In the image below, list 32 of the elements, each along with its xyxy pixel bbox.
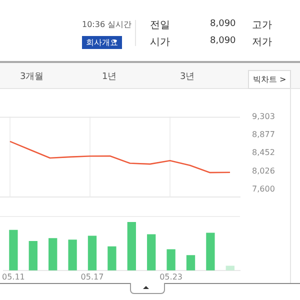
bar xyxy=(88,236,97,270)
text: 8,090 xyxy=(210,19,236,29)
bar xyxy=(68,240,77,270)
bar xyxy=(48,238,58,270)
bar xyxy=(166,249,176,270)
bar xyxy=(206,232,215,270)
bar xyxy=(9,230,18,270)
text: 3개월 xyxy=(20,71,44,83)
bar xyxy=(28,241,38,270)
text: 시가 xyxy=(150,36,170,49)
text: 전일 xyxy=(150,19,170,32)
bar xyxy=(186,255,196,270)
text: 빅차트 > xyxy=(248,70,292,89)
text: 회사개요 xyxy=(82,36,122,49)
text: 고가 xyxy=(252,19,272,32)
y-tick-label: 8,026 xyxy=(252,166,275,176)
bar xyxy=(226,266,234,270)
x-tick-label: 05.23 xyxy=(160,272,183,282)
text: 3년 xyxy=(180,71,195,83)
y-tick-label: 8,452 xyxy=(252,148,275,158)
x-tick-label: 05.17 xyxy=(80,272,104,282)
y-tick-label: 9,303 xyxy=(252,112,275,121)
text: 10:36 실시간 xyxy=(82,19,132,30)
y-tick-label: 8,877 xyxy=(252,130,275,140)
bar xyxy=(127,222,136,270)
text: 8,090 xyxy=(210,36,236,46)
bar xyxy=(147,234,156,270)
bar xyxy=(108,246,116,270)
y-tick-label: 7,600 xyxy=(252,184,275,194)
x-tick-label: 05.11 xyxy=(2,272,25,282)
text: 1년 xyxy=(102,71,117,83)
text: 저가 xyxy=(252,36,272,49)
